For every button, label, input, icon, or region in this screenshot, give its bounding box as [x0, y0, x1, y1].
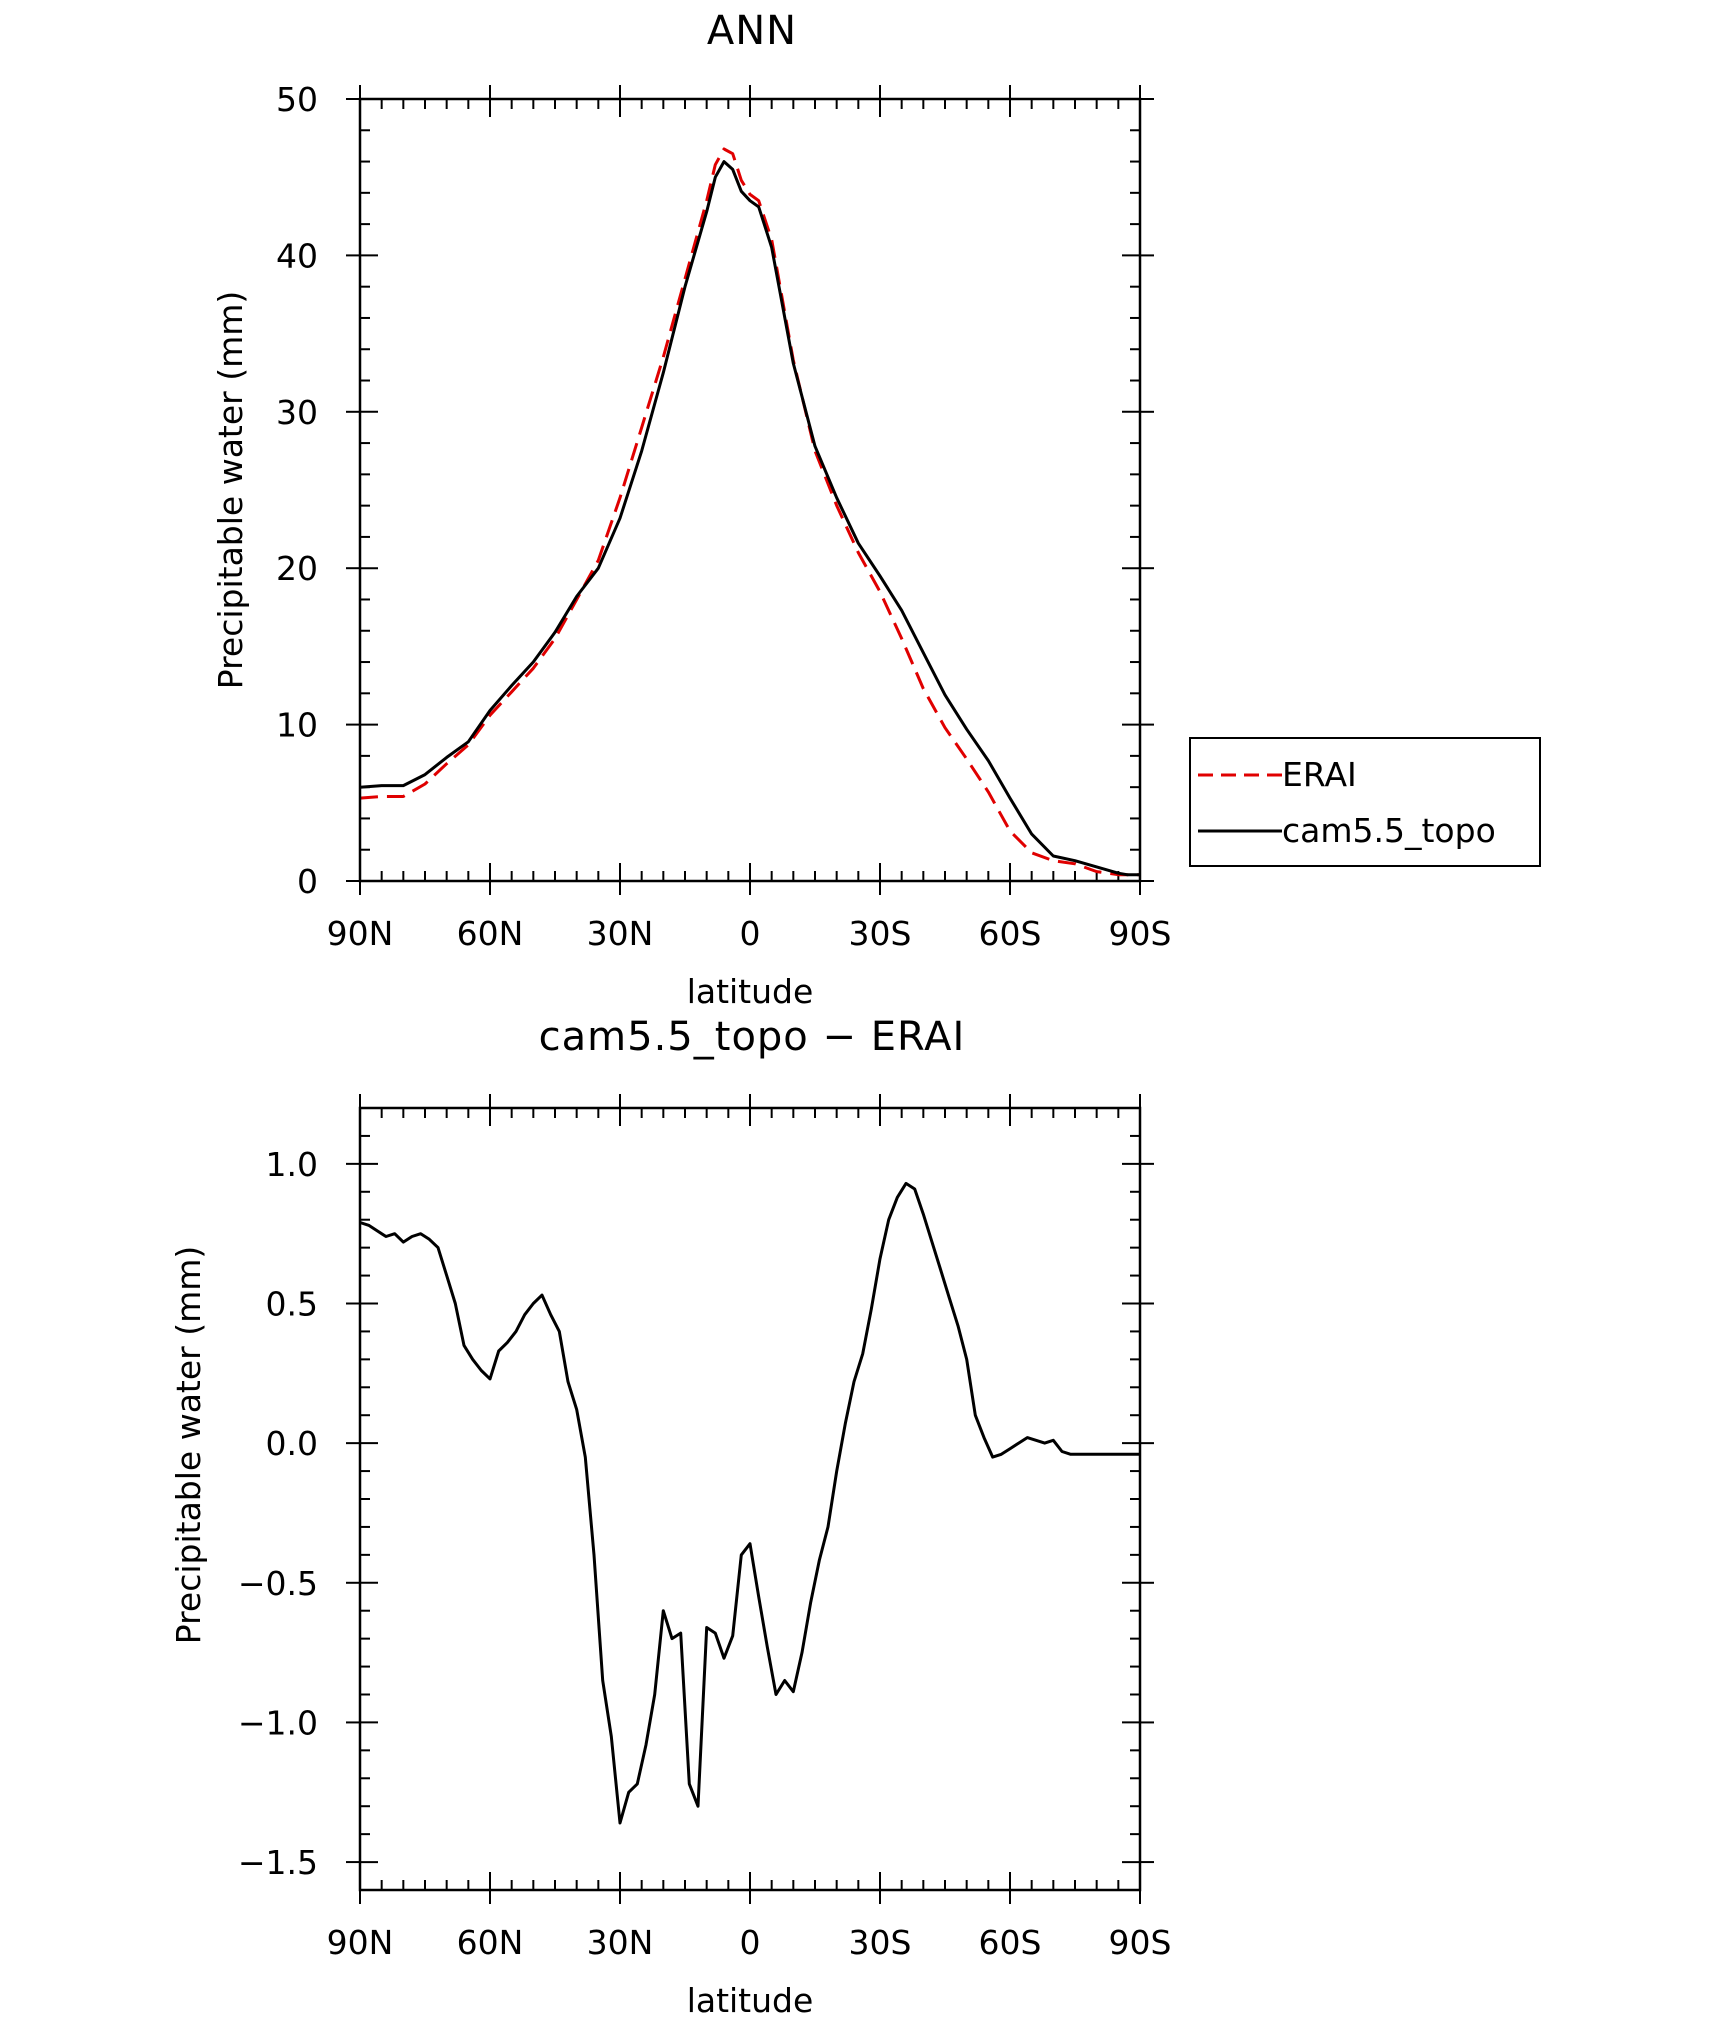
plot-frame: [358, 97, 1142, 883]
plot-frame: [358, 1106, 1142, 1892]
y-tick-label: 50: [276, 80, 318, 119]
legend-box: [1189, 737, 1541, 867]
x-tick-label: 30N: [587, 1923, 654, 1962]
tick-labels: 90N 60N 30N 0 30S 60S 90S −1.5 −1.0 −0.5 0.0 0.5 1.0: [238, 1145, 1172, 1962]
x-tick-label: 0: [740, 914, 761, 953]
x-tick-label: 90S: [1109, 1923, 1172, 1962]
x-tick-label: 60N: [457, 914, 524, 953]
y-tick-label: 20: [276, 549, 318, 588]
tick-labels: 90N 60N 30N 0 30S 60S 90S 0 10 20 30 40 50: [276, 80, 1171, 953]
x-axis-label: latitude: [687, 972, 814, 1011]
axis-ticks: [346, 85, 1154, 895]
y-tick-label: 30: [276, 393, 318, 432]
y-tick-label: 1.0: [266, 1145, 318, 1184]
y-tick-label: −0.5: [238, 1564, 318, 1603]
x-tick-label: 30S: [849, 1923, 912, 1962]
y-axis-label: Precipitable water (mm): [211, 291, 250, 690]
y-tick-label: 0.0: [266, 1424, 318, 1463]
legend: ERAI cam5.5_topo: [1189, 737, 1541, 867]
y-tick-label: −1.5: [238, 1843, 318, 1882]
x-tick-label: 30N: [587, 914, 654, 953]
legend-label-cam: cam5.5_topo: [1282, 811, 1496, 850]
x-tick-label: 0: [740, 1923, 761, 1962]
series-line-difference: [359, 1181, 1140, 1825]
legend-label-erai: ERAI: [1282, 755, 1357, 794]
axis-ticks: [346, 1094, 1154, 1904]
x-tick-label: 60S: [979, 1923, 1042, 1962]
x-tick-label: 90N: [327, 914, 394, 953]
y-tick-label: 0: [297, 862, 318, 901]
panel-top: ANN 90N 60N 30N 0 30S 60S 90S 0 10 20 30 40 50 latit…: [211, 8, 1541, 1011]
series-line-erai: [359, 147, 1140, 877]
series-line-cam5-5-topo: [359, 160, 1140, 877]
chart-title: cam5.5_topo − ERAI: [539, 1014, 966, 1060]
x-tick-label: 60N: [457, 1923, 524, 1962]
y-tick-label: −1.0: [238, 1703, 318, 1742]
y-axis-label: Precipitable water (mm): [169, 1246, 208, 1645]
x-tick-label: 30S: [849, 914, 912, 953]
y-tick-label: 10: [276, 706, 318, 745]
series-group: [359, 1181, 1140, 1825]
y-tick-label: 40: [276, 236, 318, 275]
chart-title: ANN: [707, 8, 797, 54]
panel-bottom: cam5.5_topo − ERAI 90N 60N 30N 0 30S 60S 90S −1…: [169, 1014, 1171, 2020]
y-tick-label: 0.5: [266, 1285, 318, 1324]
x-tick-label: 60S: [979, 914, 1042, 953]
series-group: [359, 147, 1140, 877]
x-tick-label: 90S: [1109, 914, 1172, 953]
x-tick-label: 90N: [327, 1923, 394, 1962]
x-axis-label: latitude: [687, 1981, 814, 2020]
